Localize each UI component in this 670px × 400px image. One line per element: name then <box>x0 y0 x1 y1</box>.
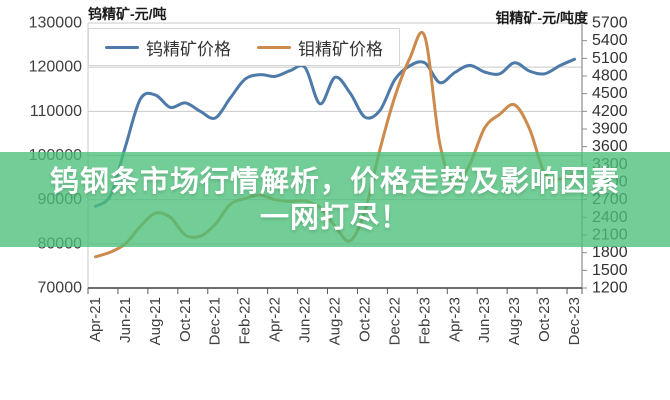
x-axis-label: Aug-23 <box>506 297 523 345</box>
molybdenum-line-swatch <box>257 45 291 49</box>
x-axis-label: Dec-21 <box>207 297 224 345</box>
left-axis-tick-label: 70000 <box>38 280 83 297</box>
x-axis-label: Apr-23 <box>446 297 463 342</box>
right-axis-tick-label: 3600 <box>592 138 628 155</box>
right-axis-tick-label: 4500 <box>592 85 628 102</box>
right-axis-tick-label: 1200 <box>592 280 628 297</box>
legend-entry-tungsten: 钨精矿价格 <box>105 35 231 60</box>
x-axis-label: Jun-23 <box>476 297 493 343</box>
right-axis-tick-label: 1800 <box>592 244 628 261</box>
headline-banner-overlay: 钨钢条市场行情解析，价格走势及影响因素 一网打尽！ <box>0 152 670 247</box>
x-axis-label: Dec-23 <box>566 297 583 345</box>
left-axis-tick-label: 130000 <box>29 15 82 32</box>
x-axis-label: Oct-23 <box>536 297 553 342</box>
right-axis-title: 钼精矿-元/吨度 <box>495 10 588 26</box>
x-axis-label: Jun-22 <box>297 297 314 343</box>
right-axis-tick-label: 4800 <box>592 68 628 85</box>
x-axis-label: Dec-22 <box>386 297 403 345</box>
right-axis-tick-label: 5100 <box>592 50 628 67</box>
tungsten-line-swatch <box>105 45 139 49</box>
banner-text-line-1: 钨钢条市场行情解析，价格走势及影响因素 <box>49 165 620 198</box>
left-axis-title: 钨精矿-元/吨 <box>88 6 167 22</box>
right-axis-tick-label: 1500 <box>592 262 628 279</box>
legend-label-tungsten: 钨精矿价格 <box>146 39 231 59</box>
left-axis-tick-label: 110000 <box>30 103 82 120</box>
right-axis-tick-label: 5400 <box>592 32 628 49</box>
x-axis-label: Jun-21 <box>117 297 134 343</box>
x-axis-label: Apr-22 <box>267 297 284 342</box>
chart-legend: 钨精矿价格 钼精矿价格 <box>88 28 400 66</box>
x-axis-label: Apr-21 <box>87 297 104 342</box>
right-axis-tick-label: 4200 <box>592 103 628 120</box>
x-axis-label: Oct-21 <box>177 297 194 342</box>
x-axis-label: Feb-23 <box>416 297 433 345</box>
legend-label-molybdenum: 钼精矿价格 <box>298 39 383 59</box>
banner-text-line-2: 一网打尽！ <box>259 201 410 234</box>
legend-entry-molybdenum: 钼精矿价格 <box>257 35 383 60</box>
x-axis-label: Aug-21 <box>147 297 164 345</box>
x-axis-label: Feb-22 <box>237 297 254 345</box>
right-axis-tick-label: 5700 <box>592 15 628 32</box>
x-axis-label: Oct-22 <box>356 297 373 342</box>
x-axis-label: Aug-22 <box>327 297 344 345</box>
left-axis-tick-label: 120000 <box>29 59 82 76</box>
tungsten-price-line <box>94 57 576 208</box>
right-axis-tick-label: 3900 <box>592 121 628 138</box>
